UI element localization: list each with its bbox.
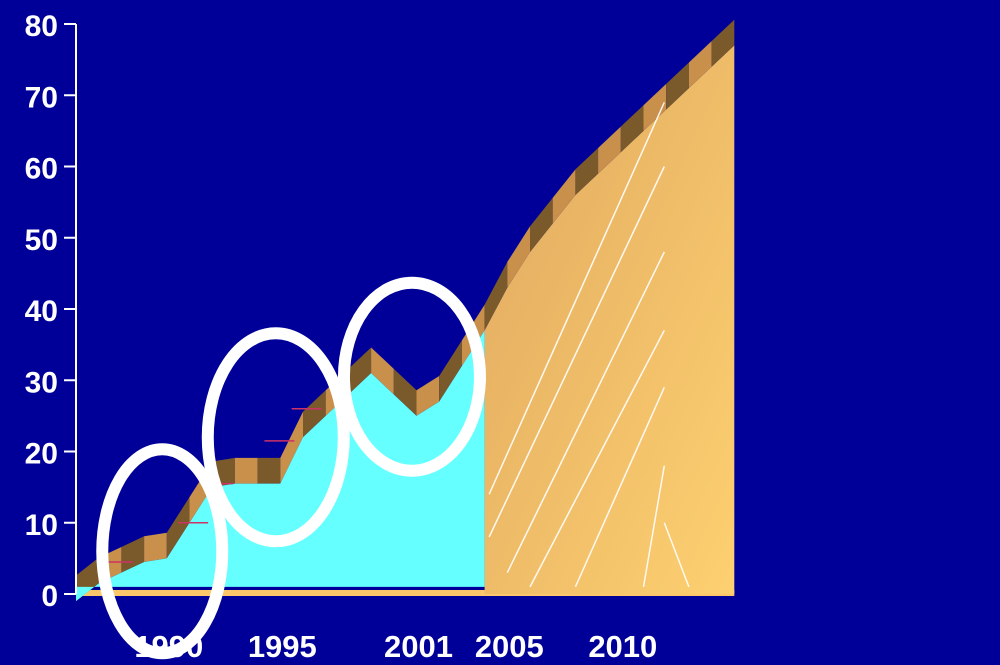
projection-ridge-6 [620, 105, 644, 153]
y-tick-label-4: 40 [25, 295, 58, 328]
y-tick-label-0: 0 [41, 580, 58, 613]
projection-ridge-4 [575, 147, 599, 195]
x-tick-label-1: 1995 [248, 629, 317, 664]
hatch-line-1 [488, 166, 665, 538]
highlight-circle-1 [201, 327, 350, 548]
historic-ridge-12 [348, 347, 372, 395]
historic-ridge-15 [416, 375, 440, 416]
projection-ridge-7 [643, 83, 667, 131]
projection-ridge-9 [688, 41, 712, 89]
hatch-line-2 [506, 251, 665, 573]
projection-ridge-1 [507, 226, 530, 288]
projection-ridge-2 [530, 197, 553, 252]
plot-area [76, 19, 735, 602]
floor-band [76, 590, 735, 596]
y-tick-label-5: 50 [25, 224, 58, 257]
projection-area [484, 45, 735, 594]
highlight-circle-2 [337, 276, 486, 477]
x-tick-label-2: 2001 [384, 629, 453, 664]
historic-ridge-9 [280, 411, 303, 484]
hatch-line-0 [488, 102, 665, 495]
x-axis-ticks: 1990 1995 2001 2005 2010 [134, 629, 657, 664]
y-tick-label-7: 70 [25, 81, 58, 114]
historic-ridge-16 [439, 340, 462, 402]
y-tick-label-3: 30 [25, 366, 58, 399]
historic-area [76, 330, 485, 602]
x-tick-label-4: 2010 [588, 629, 657, 664]
historic-ridge-10 [303, 390, 326, 438]
highlight-circle-0 [96, 443, 229, 660]
projection-ridge-3 [552, 169, 576, 224]
y-tick-label-2: 20 [25, 438, 58, 471]
historic-ridge-3 [144, 532, 167, 562]
hatch-line-4 [574, 387, 665, 588]
hatch-line-6 [663, 522, 690, 588]
hatch-line-3 [529, 330, 665, 588]
historic-ridge-8 [257, 457, 281, 484]
historic-ridge-4 [166, 497, 190, 559]
historic-ridge-13 [371, 347, 394, 395]
historic-ridge-7 [234, 457, 258, 484]
projection-ridge-8 [666, 62, 689, 110]
historic-ridge-14 [393, 368, 417, 416]
y-tick-label-1: 10 [25, 509, 58, 542]
projection-ridge-10 [711, 19, 735, 67]
historic-ridge-2 [121, 536, 145, 573]
annotations [96, 276, 486, 660]
x-tick-label-3: 2005 [475, 629, 544, 664]
hatch-line-5 [642, 465, 666, 588]
projection-ridge-0 [484, 261, 508, 331]
y-tick-label-8: 80 [25, 10, 58, 43]
projection-ridge-5 [598, 126, 621, 174]
y-axis-ticks: 0 10 20 30 40 50 60 70 80 [25, 10, 76, 613]
y-tick-label-6: 60 [25, 153, 58, 186]
